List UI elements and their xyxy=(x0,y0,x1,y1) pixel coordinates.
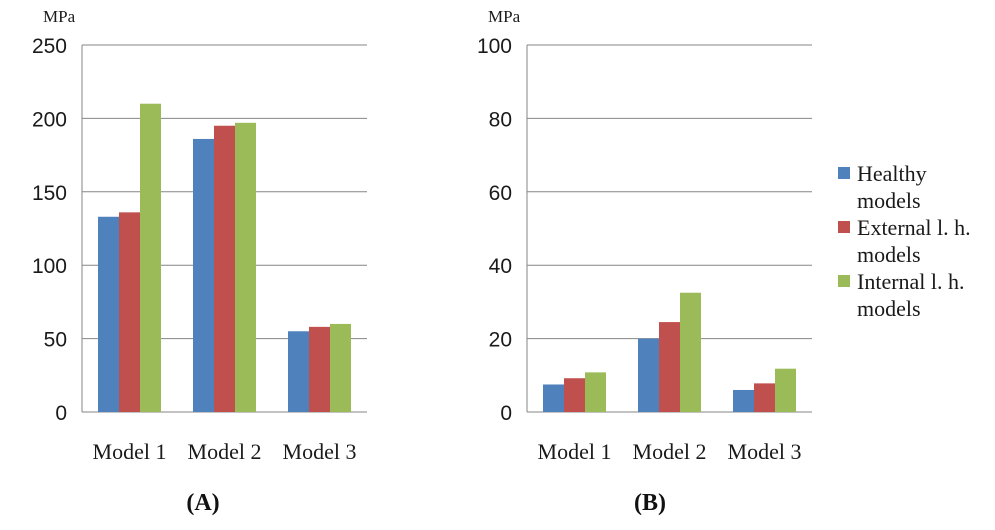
legend-entry-text: Healthy xyxy=(857,161,927,186)
panel-a-category-label: Model 1 xyxy=(93,439,167,464)
panel-b-y-tick-label: 0 xyxy=(500,402,512,425)
panel-b-bar-2-3 xyxy=(680,292,701,412)
panel-a-category-label: Model 3 xyxy=(283,439,357,464)
panel-a-bar-2-2 xyxy=(214,125,235,413)
legend-swatch xyxy=(838,167,850,179)
panel-a-y-tick-label: 150 xyxy=(32,182,67,205)
panel-b-bar-2-1 xyxy=(638,338,659,412)
panel-b-y-tick-label: 100 xyxy=(477,35,512,58)
panel-a-category-label: Model 2 xyxy=(188,439,262,464)
panel-b-y-tick-label: 40 xyxy=(489,255,512,278)
panel-b-category-label: Model 3 xyxy=(728,439,802,464)
panel-a-bar-1-2 xyxy=(119,212,140,412)
panel-a-y-tick-label: 100 xyxy=(32,255,67,278)
panel-a-bar-2-1 xyxy=(193,138,214,412)
legend-swatch xyxy=(838,275,850,287)
panel-b-y-tick-label: 60 xyxy=(489,182,512,205)
panel-a-bar-3-2 xyxy=(309,326,330,412)
legend-entry-text: External l. h. xyxy=(857,215,971,240)
panel-b-bar-3-2 xyxy=(754,383,775,412)
panel-b-category-label: Model 2 xyxy=(633,439,707,464)
panel-a-y-tick-label: 50 xyxy=(44,329,67,352)
panel-b-bar-1-2 xyxy=(564,378,585,412)
panel-b-label: (B) xyxy=(634,490,666,516)
legend-swatch xyxy=(838,221,850,233)
legend-entry-text: models xyxy=(857,242,921,267)
panel-b-bar-1-3 xyxy=(585,372,606,412)
legend-entry-text: models xyxy=(857,296,921,321)
panel-a-y-tick-label: 0 xyxy=(55,402,67,425)
panel-a-bar-3-1 xyxy=(288,331,309,412)
panel-b-category-label: Model 1 xyxy=(538,439,612,464)
panel-a-y-tick-label: 250 xyxy=(32,35,67,58)
panel-a-label: (A) xyxy=(186,490,219,516)
legend-entry-text: models xyxy=(857,188,921,213)
panel-b-bar-2-2 xyxy=(659,322,680,412)
legend-entry-text: Internal l. h. xyxy=(857,269,965,294)
panel-a-bar-2-3 xyxy=(235,122,256,412)
panel-a-bar-3-3 xyxy=(330,323,351,412)
panel-b-y-tick-label: 20 xyxy=(489,329,512,352)
panel-a-bar-1-3 xyxy=(140,103,161,412)
panel-b-y-tick-label: 80 xyxy=(489,108,512,131)
panel-b-unit-label: MPa xyxy=(488,7,521,26)
chart-panel-b: MPa (B) 0 20 40 60 80 100 Model 1 Model 2 Model … xyxy=(477,7,812,516)
panel-a-unit-label: MPa xyxy=(43,7,76,26)
panel-b-bar-1-1 xyxy=(543,384,564,412)
panel-b-bar-3-1 xyxy=(733,389,754,412)
panel-a-y-tick-label: 200 xyxy=(32,108,67,131)
chart-panel-a: MPa (A) 0 50 100 150 200 250 Model 1 Model 2 Mod… xyxy=(32,7,367,516)
panel-b-bar-3-3 xyxy=(775,368,796,412)
panel-a-bar-1-1 xyxy=(98,216,119,412)
